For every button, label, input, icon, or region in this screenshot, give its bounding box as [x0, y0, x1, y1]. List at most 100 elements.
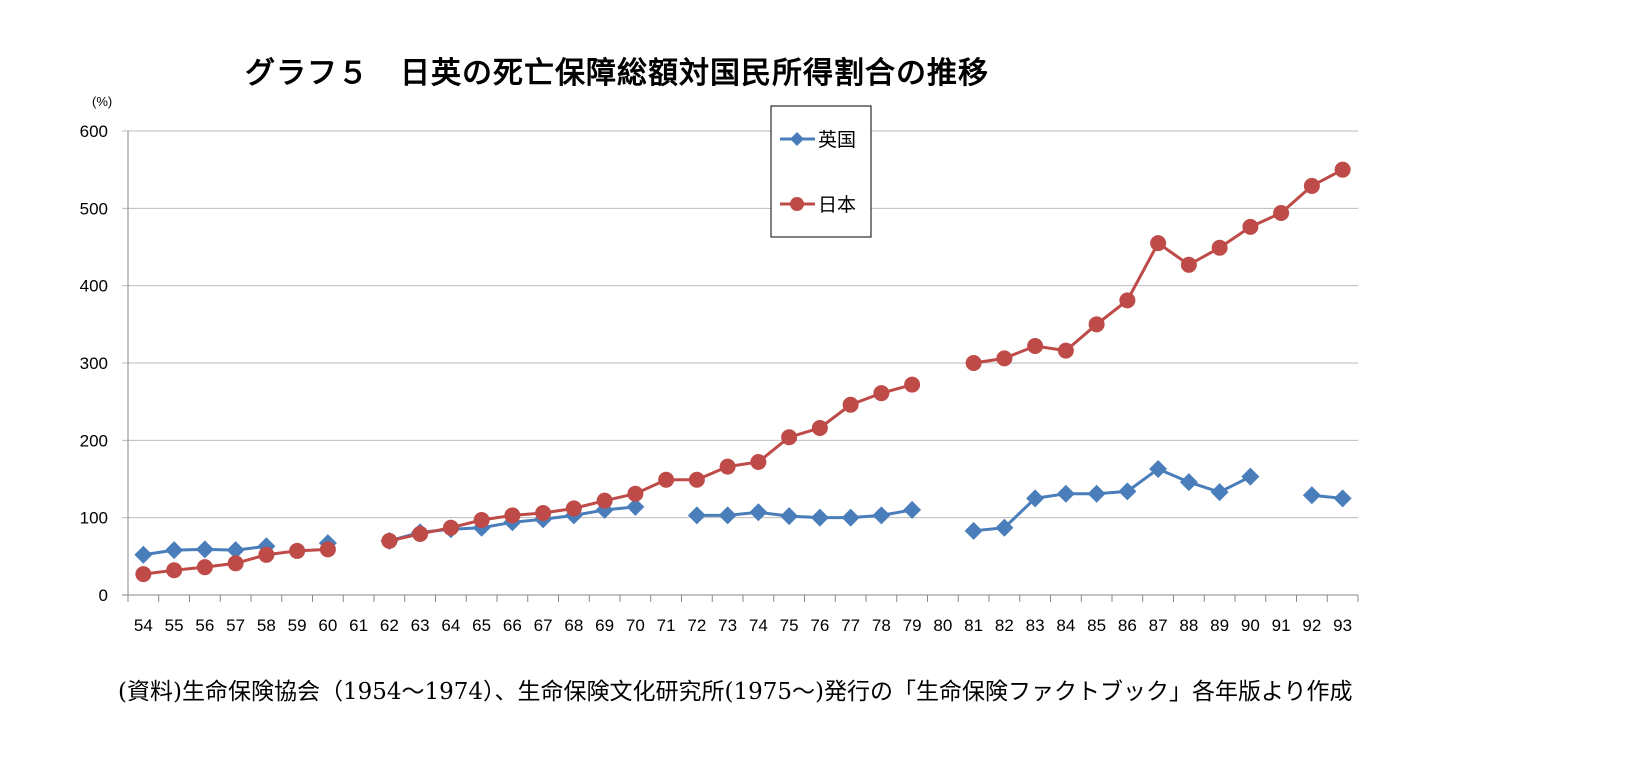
x-tick-label: 65 [472, 616, 491, 635]
data-point-japan [811, 419, 828, 436]
x-tick-label: 72 [687, 616, 706, 635]
x-tick-label: 80 [933, 616, 952, 635]
data-point-japan [289, 542, 306, 559]
x-tick-label: 91 [1272, 616, 1291, 635]
data-point-japan [565, 500, 582, 517]
y-tick-label: 0 [99, 586, 108, 605]
x-tick-label: 76 [810, 616, 829, 635]
x-tick-label: 67 [534, 616, 553, 635]
x-tick-label: 89 [1210, 616, 1229, 635]
data-point-japan [873, 385, 890, 402]
series-line-uk [973, 467, 1252, 533]
x-tick-label: 56 [195, 616, 214, 635]
data-point-japan [258, 546, 275, 563]
data-point-uk [1118, 482, 1137, 501]
data-point-japan [658, 471, 675, 488]
x-tick-label: 81 [964, 616, 983, 635]
x-tick-label: 64 [441, 616, 460, 635]
data-point-japan [627, 485, 644, 502]
data-point-japan [442, 519, 459, 536]
data-point-uk [749, 503, 768, 522]
x-tick-label: 69 [595, 616, 614, 635]
data-point-uk [780, 507, 799, 526]
y-tick-label: 400 [80, 277, 108, 296]
x-tick-label: 66 [503, 616, 522, 635]
data-point-japan [750, 453, 767, 470]
legend-box [770, 105, 872, 238]
legend-marker-japan [790, 197, 804, 211]
data-point-uk [810, 508, 829, 527]
data-point-uk [1241, 467, 1260, 486]
data-point-japan [1303, 177, 1320, 194]
x-tick-label: 83 [1026, 616, 1045, 635]
x-tick-label: 88 [1179, 616, 1198, 635]
data-point-japan [596, 492, 613, 509]
y-tick-label: 300 [80, 354, 108, 373]
data-point-uk [995, 518, 1014, 537]
data-point-japan [166, 562, 183, 579]
data-point-uk [964, 521, 983, 540]
y-tick-label: 500 [80, 199, 108, 218]
data-point-uk [1333, 489, 1352, 508]
data-point-uk [1056, 484, 1075, 503]
legend-marker-uk [790, 132, 804, 146]
data-point-japan [1088, 316, 1105, 333]
data-point-japan [412, 525, 429, 542]
x-tick-label: 71 [657, 616, 676, 635]
x-tick-label: 92 [1302, 616, 1321, 635]
x-tick-label: 82 [995, 616, 1014, 635]
x-tick-label: 78 [872, 616, 891, 635]
data-point-japan [1150, 235, 1167, 252]
data-point-uk [687, 506, 706, 525]
data-point-japan [688, 471, 705, 488]
data-point-uk [626, 497, 645, 516]
x-tick-label: 55 [165, 616, 184, 635]
data-point-japan [319, 541, 336, 558]
data-point-uk [1149, 459, 1168, 478]
data-point-japan [1057, 342, 1074, 359]
data-point-uk [226, 541, 245, 560]
data-point-japan [381, 532, 398, 549]
x-tick-label: 58 [257, 616, 276, 635]
x-tick-label: 60 [318, 616, 337, 635]
y-tick-label: 100 [80, 509, 108, 528]
data-point-japan [1211, 239, 1228, 256]
x-tick-label: 57 [226, 616, 245, 635]
x-tick-label: 74 [749, 616, 768, 635]
data-point-japan [781, 429, 798, 446]
x-tick-label: 86 [1118, 616, 1137, 635]
x-tick-label: 73 [718, 616, 737, 635]
x-tick-label: 63 [411, 616, 430, 635]
x-tick-label: 68 [564, 616, 583, 635]
data-point-uk [1026, 489, 1045, 508]
data-point-japan [1273, 204, 1290, 221]
data-point-uk [1179, 473, 1198, 492]
series-line-japan [973, 168, 1344, 365]
x-tick-label: 75 [780, 616, 799, 635]
data-point-japan [135, 566, 152, 583]
data-point-uk [165, 541, 184, 560]
data-point-japan [1180, 256, 1197, 273]
data-point-japan [842, 396, 859, 413]
legend-label: 日本 [818, 194, 856, 216]
data-point-uk [134, 545, 153, 564]
x-tick-label: 70 [626, 616, 645, 635]
x-tick-label: 54 [134, 616, 153, 635]
x-tick-label: 79 [903, 616, 922, 635]
data-point-japan [473, 511, 490, 528]
data-point-japan [965, 355, 982, 371]
data-point-uk [841, 508, 860, 527]
data-point-uk [1087, 484, 1106, 503]
chart-title: グラフ５ 日英の死亡保障総額対国民所得割合の推移 [245, 56, 989, 91]
data-point-uk [195, 540, 214, 559]
data-point-uk [1302, 486, 1321, 505]
x-tick-label: 85 [1087, 616, 1106, 635]
x-tick-label: 84 [1056, 616, 1075, 635]
legend-label: 英国 [818, 129, 856, 151]
data-point-japan [1027, 337, 1044, 354]
x-tick-label: 61 [349, 616, 368, 635]
data-point-uk [1210, 483, 1229, 502]
data-point-japan [719, 458, 736, 475]
